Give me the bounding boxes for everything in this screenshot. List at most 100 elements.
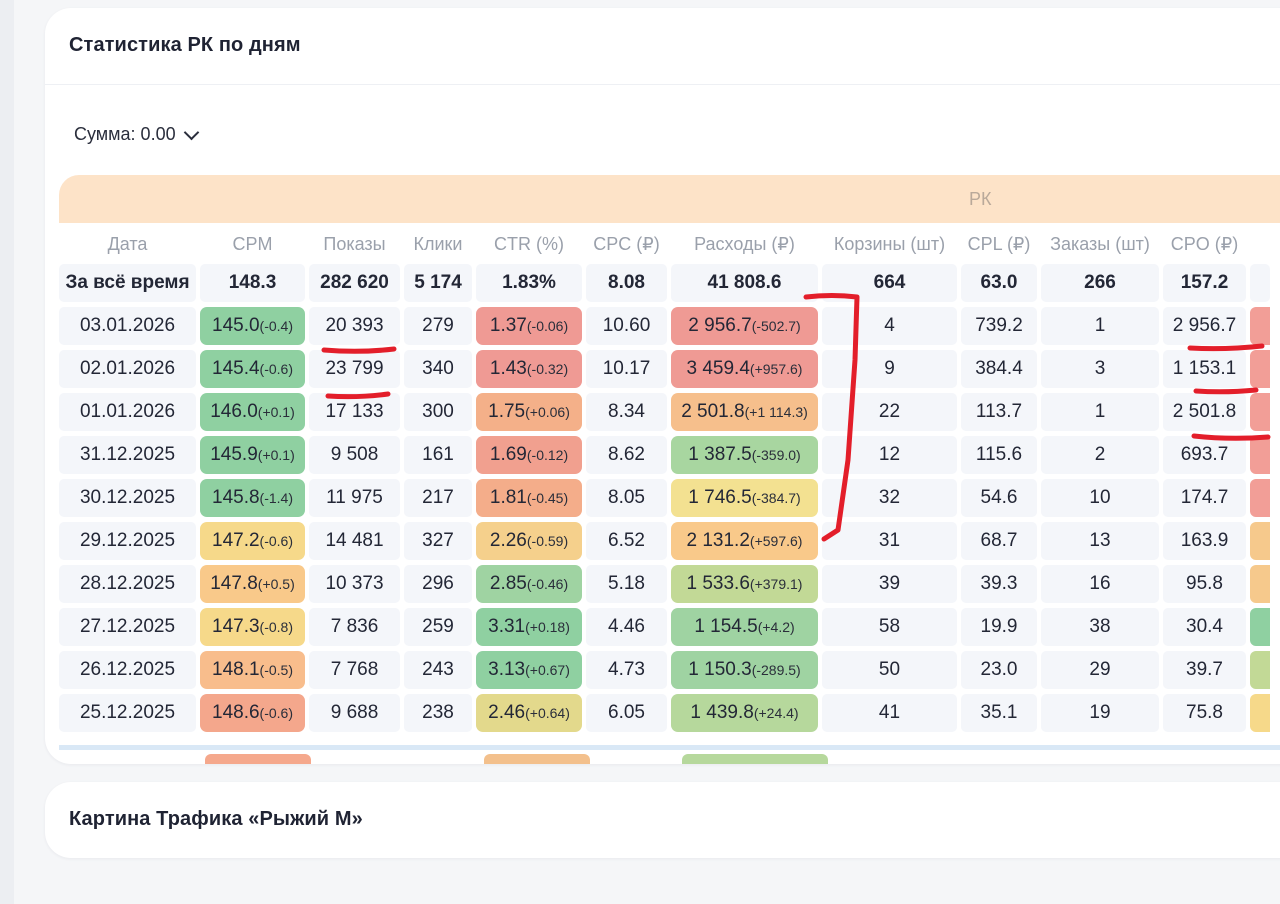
total-cpc: 8.08 — [586, 264, 667, 302]
cell-ctr-delta: (-0.45) — [526, 490, 569, 506]
cell-clipped-next — [1250, 350, 1270, 388]
cell-cpc: 10.17 — [586, 350, 667, 388]
cell-clipped-next — [1250, 694, 1270, 732]
cell-spend-value: 1 150.3 — [688, 659, 752, 680]
group-label: РК — [969, 189, 992, 209]
cell-ctr: 1.81(-0.45) — [476, 479, 582, 517]
cell-orders: 10 — [1041, 479, 1159, 517]
cell-cpc: 4.46 — [586, 608, 667, 646]
cell-spend: 2 501.8(+1 114.3) — [671, 393, 818, 431]
cell-orders: 2 — [1041, 436, 1159, 474]
cell-spend: 1 533.6(+379.1) — [671, 565, 818, 603]
cell-cpm: 148.6(-0.6) — [200, 694, 305, 732]
cell-spend-value: 1 154.5 — [694, 616, 758, 637]
cell-clipped-next — [1250, 608, 1270, 646]
total-cpm: 148.3 — [200, 264, 305, 302]
cell-cpl: 39.3 — [961, 565, 1037, 603]
table-scrollbar[interactable] — [59, 745, 1280, 750]
cell-clipped-next — [1250, 651, 1270, 689]
cell-spend-value: 2 131.2 — [686, 530, 750, 551]
cell-shows: 10 373 — [309, 565, 400, 603]
cell-ctr-delta: (+0.67) — [525, 662, 570, 678]
cell-date: 25.12.2025 — [59, 694, 196, 732]
cell-ctr: 2.26(-0.59) — [476, 522, 582, 560]
cell-ctr-value: 1.75 — [488, 401, 526, 422]
cell-cpo: 163.9 — [1163, 522, 1246, 560]
column-header[interactable]: CPC (₽) — [593, 233, 660, 254]
cell-cpl: 68.7 — [961, 522, 1037, 560]
column-header[interactable]: Расходы (₽) — [694, 233, 795, 254]
column-header[interactable]: CPL (₽) — [967, 233, 1031, 254]
cell-spend-value: 2 956.7 — [688, 315, 752, 336]
cell-orders: 1 — [1041, 393, 1159, 431]
cell-shows: 9 508 — [309, 436, 400, 474]
cell-cpm-value: 145.9 — [210, 444, 258, 465]
cell-ctr: 3.31(+0.18) — [476, 608, 582, 646]
cell-clipped-next — [1250, 522, 1270, 560]
cell-ctr-delta: (-0.32) — [526, 361, 569, 377]
cell-cpc: 8.34 — [586, 393, 667, 431]
sum-select-label: Сумма: 0.00 — [74, 124, 176, 144]
cell-date: 02.01.2026 — [59, 350, 196, 388]
cell-clicks: 327 — [404, 522, 472, 560]
cell-cpc: 10.60 — [586, 307, 667, 345]
cell-carts: 39 — [822, 565, 957, 603]
cell-cpo: 30.4 — [1163, 608, 1246, 646]
cell-clicks: 217 — [404, 479, 472, 517]
table-row: 03.01.2026 145.0(-0.4) 20 393 279 1.37(-0.06… — [59, 307, 1270, 345]
cell-carts: 9 — [822, 350, 957, 388]
next-row-peek-ctr — [484, 754, 590, 764]
title-divider — [45, 84, 1280, 85]
cell-clicks: 279 — [404, 307, 472, 345]
cell-spend-delta: (+957.6) — [749, 361, 803, 377]
cell-cpl: 739.2 — [961, 307, 1037, 345]
cell-carts: 22 — [822, 393, 957, 431]
cell-ctr-value: 2.26 — [489, 530, 527, 551]
cell-ctr-delta: (+0.06) — [525, 404, 570, 420]
cell-cpl: 384.4 — [961, 350, 1037, 388]
table-row-total: За всё время 148.3 282 620 5 174 1.83% 8.08 41… — [59, 264, 1270, 302]
cell-cpm-value: 148.1 — [212, 659, 260, 680]
cell-cpm: 148.1(-0.5) — [200, 651, 305, 689]
cell-orders: 1 — [1041, 307, 1159, 345]
cell-clipped-next — [1250, 479, 1270, 517]
cell-spend-delta: (-384.7) — [751, 490, 801, 506]
cell-ctr-delta: (-0.12) — [526, 447, 569, 463]
cell-ctr: 1.43(-0.32) — [476, 350, 582, 388]
cell-spend-value: 3 459.4 — [686, 358, 750, 379]
column-header[interactable]: CTR (%) — [494, 233, 564, 254]
cell-clicks: 300 — [404, 393, 472, 431]
cell-ctr: 2.46(+0.64) — [476, 694, 582, 732]
cell-cpm: 145.0(-0.4) — [200, 307, 305, 345]
cell-spend: 1 439.8(+24.4) — [671, 694, 818, 732]
cell-cpm-value: 145.0 — [212, 315, 260, 336]
column-header[interactable]: CPO (₽) — [1170, 233, 1239, 254]
column-header[interactable]: Заказы (шт) — [1050, 233, 1150, 254]
cell-ctr-value: 1.37 — [489, 315, 527, 336]
cell-spend-value: 2 501.8 — [681, 401, 745, 422]
column-header[interactable]: Корзины (шт) — [833, 233, 946, 254]
cell-ctr-delta: (+0.64) — [525, 705, 570, 721]
cell-cpm-delta: (-0.8) — [259, 619, 293, 635]
cell-spend-delta: (+1 114.3) — [744, 404, 808, 420]
cell-cpl: 115.6 — [961, 436, 1037, 474]
sum-select[interactable]: Сумма: 0.00 — [74, 124, 199, 145]
cell-clicks: 238 — [404, 694, 472, 732]
table-row: 01.01.2026 146.0(+0.1) 17 133 300 1.75(+0.06… — [59, 393, 1270, 431]
total-clicks: 5 174 — [404, 264, 472, 302]
column-header[interactable]: Дата — [107, 233, 148, 254]
cell-ctr-value: 2.46 — [488, 702, 526, 723]
table-row: 27.12.2025 147.3(-0.8) 7 836 259 3.31(+0.18)… — [59, 608, 1270, 646]
table-row: 25.12.2025 148.6(-0.6) 9 688 238 2.46(+0.64)… — [59, 694, 1270, 732]
cell-orders: 38 — [1041, 608, 1159, 646]
total-label: За всё время — [59, 264, 196, 302]
column-header[interactable]: Показы — [323, 233, 386, 254]
cell-ctr: 1.69(-0.12) — [476, 436, 582, 474]
cell-cpo: 174.7 — [1163, 479, 1246, 517]
column-header[interactable]: CPM — [232, 233, 273, 254]
cell-cpl: 23.0 — [961, 651, 1037, 689]
cell-clipped-next — [1250, 436, 1270, 474]
column-header[interactable]: Клики — [413, 233, 463, 254]
cell-cpc: 5.18 — [586, 565, 667, 603]
cell-shows: 9 688 — [309, 694, 400, 732]
